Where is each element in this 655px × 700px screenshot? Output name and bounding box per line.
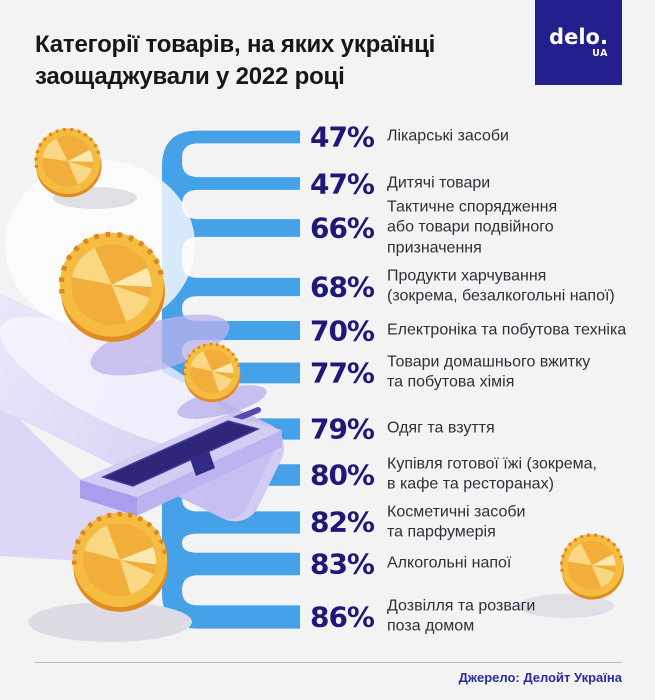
percent-value: 86% (309, 600, 375, 634)
list-item: 70% Електроніка та побутова техніка (300, 314, 652, 347)
delo-logo: delo. UA (535, 0, 622, 85)
category-label: Тактичне спорядження або товари подвійно… (387, 198, 558, 257)
list-item: 83% Алкогольні напої (300, 548, 652, 581)
percent-value: 68% (309, 270, 375, 304)
delo-logo-text: delo. UA (549, 24, 608, 59)
source-credit: Джерело: Делойт Україна (458, 670, 622, 685)
percent-value: 70% (309, 314, 375, 347)
list-item: 66% Тактичне спорядження або товари подві… (300, 197, 652, 258)
percent-value: 79% (309, 412, 375, 446)
list-item: 86% Дозвілля та розваги поза домом (300, 597, 652, 638)
percent-value: 66% (309, 211, 375, 245)
percent-value: 47% (309, 167, 375, 200)
list-item: 82% Косметичні засоби та парфумерія (300, 502, 652, 543)
category-label: Косметичні засоби та парфумерія (387, 503, 526, 541)
list-item: 80% Купівля готової їжі (зокрема, в кафе … (300, 455, 652, 496)
category-label: Дозвілля та розваги поза домом (387, 597, 536, 635)
category-label: Купівля готової їжі (зокрема, в кафе та … (387, 455, 597, 493)
percent-value: 80% (309, 458, 375, 492)
list-item: 77% Товари домашнього вжитку та побутова … (300, 353, 652, 394)
footer-divider (35, 662, 622, 663)
category-label: Алкогольні напої (387, 554, 512, 572)
category-label: Лікарські засоби (387, 127, 509, 145)
list-item: 79% Одяг та взуття (300, 413, 652, 446)
category-label: Товари домашнього вжитку та побутова хім… (387, 353, 591, 391)
list-item: 47% Дитячі товари (300, 167, 652, 200)
logo-wordmark: delo. (549, 24, 608, 49)
percent-value: 77% (309, 356, 375, 390)
percent-value: 82% (309, 506, 375, 539)
category-label: Продукти харчування (зокрема, безалкогол… (387, 267, 615, 305)
logo-suffix: UA (592, 47, 608, 59)
category-label: Дитячі товари (387, 174, 491, 192)
percent-value: 83% (309, 547, 375, 581)
percent-value: 47% (309, 120, 375, 154)
list-item: 68% Продукти харчування (зокрема, безалко… (300, 267, 652, 308)
page-title: Категорії товарів, на яких українці заощ… (35, 31, 436, 90)
category-label: Одяг та взуття (387, 419, 495, 437)
list-item: 47% Лікарські засоби (300, 121, 652, 154)
category-label: Електроніка та побутова техніка (387, 321, 627, 339)
